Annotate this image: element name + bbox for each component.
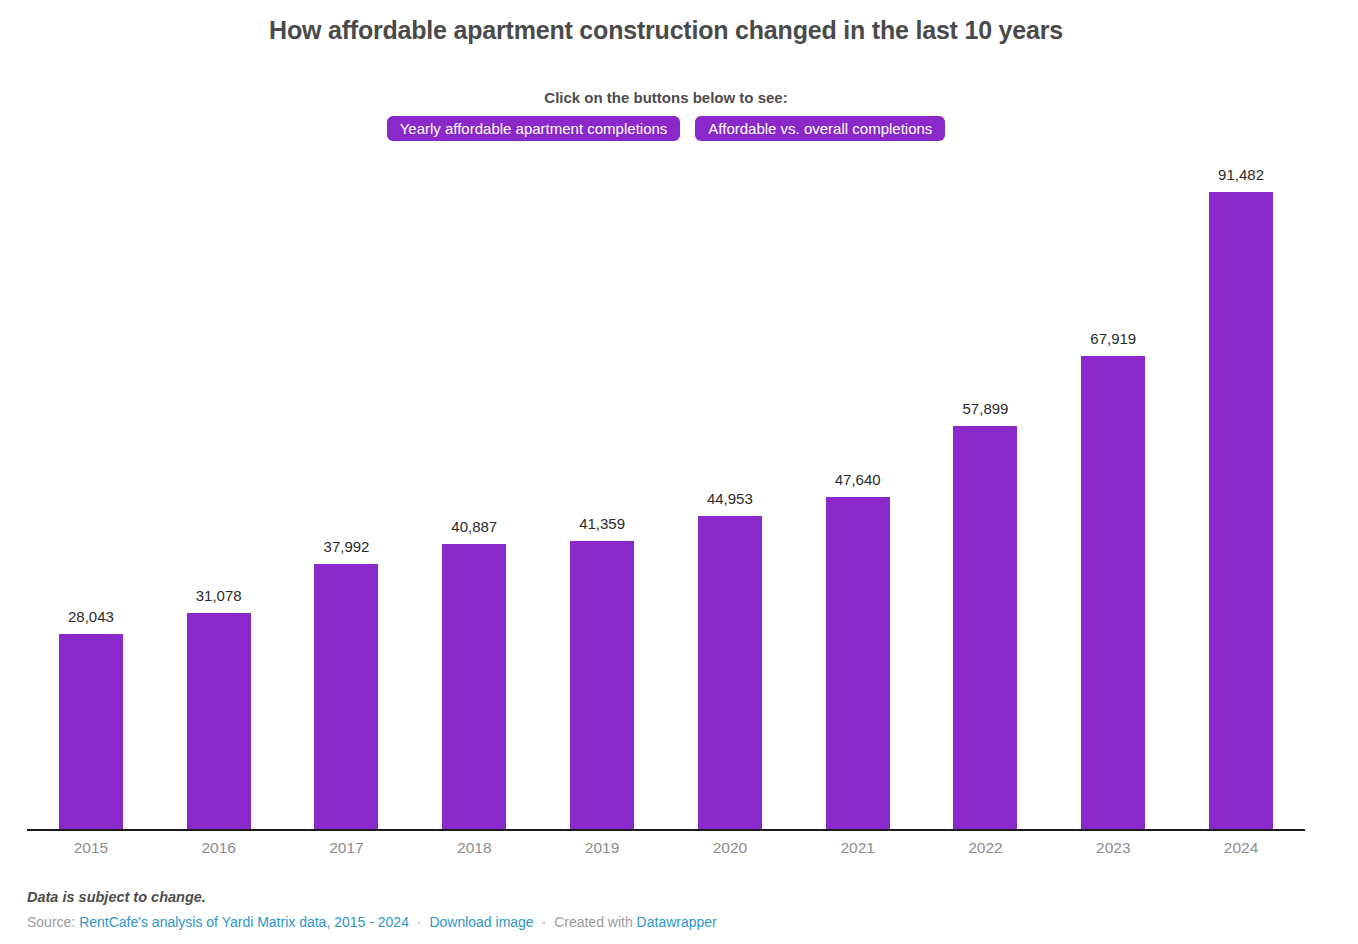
bar-chart: 28,043 31,078 37,992 40,887 41,359 44,953 47,6… <box>27 159 1305 857</box>
datawrapper-link[interactable]: Datawrapper <box>637 914 717 930</box>
chart-subtitle: Click on the buttons below to see: <box>27 89 1305 107</box>
bar-value-label: 57,899 <box>963 400 1009 417</box>
bar-column-2023: 67,919 <box>1049 159 1177 829</box>
bar-value-label: 47,640 <box>835 471 881 488</box>
bar-value-label: 31,078 <box>196 587 242 604</box>
download-image-link[interactable]: Download image <box>429 914 533 930</box>
x-axis-label-2015: 2015 <box>27 838 155 857</box>
bar-value-label: 37,992 <box>324 538 370 555</box>
bar-column-2020: 44,953 <box>666 159 794 829</box>
bar-column-2019: 41,359 <box>538 159 666 829</box>
page-title: How affordable apartment construction ch… <box>27 16 1305 45</box>
bar-2023[interactable] <box>1081 356 1145 829</box>
bar-column-2015: 28,043 <box>27 159 155 829</box>
x-axis-label-2019: 2019 <box>538 838 666 857</box>
bar-2017[interactable] <box>314 564 378 829</box>
bar-2019[interactable] <box>570 541 634 829</box>
chart-footer: Data is subject to change. Source: RentC… <box>27 888 1305 931</box>
plot-area: 28,043 31,078 37,992 40,887 41,359 44,953 47,6… <box>27 159 1305 829</box>
bar-value-label: 91,482 <box>1218 166 1264 183</box>
separator-dot: · <box>417 914 422 930</box>
source-prefix-label: Source: <box>27 914 75 930</box>
x-axis-labels: 2015201620172018201920202021202220232024 <box>27 838 1305 857</box>
bar-column-2024: 91,482 <box>1177 159 1305 829</box>
bar-2020[interactable] <box>698 516 762 829</box>
bar-column-2016: 31,078 <box>155 159 283 829</box>
bar-value-label: 28,043 <box>68 608 114 625</box>
button-yearly-affordable-completions[interactable]: Yearly affordable apartment completions <box>387 116 681 141</box>
bar-value-label: 41,359 <box>579 515 625 532</box>
x-axis-label-2021: 2021 <box>794 838 922 857</box>
bar-2018[interactable] <box>442 544 506 829</box>
x-axis-label-2023: 2023 <box>1049 838 1177 857</box>
x-axis-label-2016: 2016 <box>155 838 283 857</box>
bar-2024[interactable] <box>1209 192 1273 829</box>
bar-column-2021: 47,640 <box>794 159 922 829</box>
x-axis-line <box>27 829 1305 831</box>
x-axis-label-2017: 2017 <box>283 838 411 857</box>
bar-value-label: 44,953 <box>707 490 753 507</box>
bar-2015[interactable] <box>59 634 123 829</box>
bar-value-label: 67,919 <box>1090 330 1136 347</box>
bar-value-label: 40,887 <box>451 518 497 535</box>
bar-column-2017: 37,992 <box>283 159 411 829</box>
bar-2021[interactable] <box>826 497 890 829</box>
created-with-label: Created with <box>554 914 633 930</box>
bar-2022[interactable] <box>953 426 1017 829</box>
x-axis-label-2020: 2020 <box>666 838 794 857</box>
view-toggle-buttons: Yearly affordable apartment completions … <box>27 116 1305 141</box>
bar-column-2022: 57,899 <box>922 159 1050 829</box>
x-axis-label-2022: 2022 <box>922 838 1050 857</box>
bar-2016[interactable] <box>187 613 251 829</box>
bar-column-2018: 40,887 <box>410 159 538 829</box>
button-affordable-vs-overall[interactable]: Affordable vs. overall completions <box>695 116 945 141</box>
source-link[interactable]: RentCafe's analysis of Yardi Matrix data… <box>79 914 409 930</box>
x-axis-label-2024: 2024 <box>1177 838 1305 857</box>
chart-page: How affordable apartment construction ch… <box>27 16 1305 931</box>
separator-dot: · <box>542 914 547 930</box>
source-line: Source: RentCafe's analysis of Yardi Mat… <box>27 913 1305 931</box>
x-axis-label-2018: 2018 <box>410 838 538 857</box>
footer-note: Data is subject to change. <box>27 888 1305 906</box>
